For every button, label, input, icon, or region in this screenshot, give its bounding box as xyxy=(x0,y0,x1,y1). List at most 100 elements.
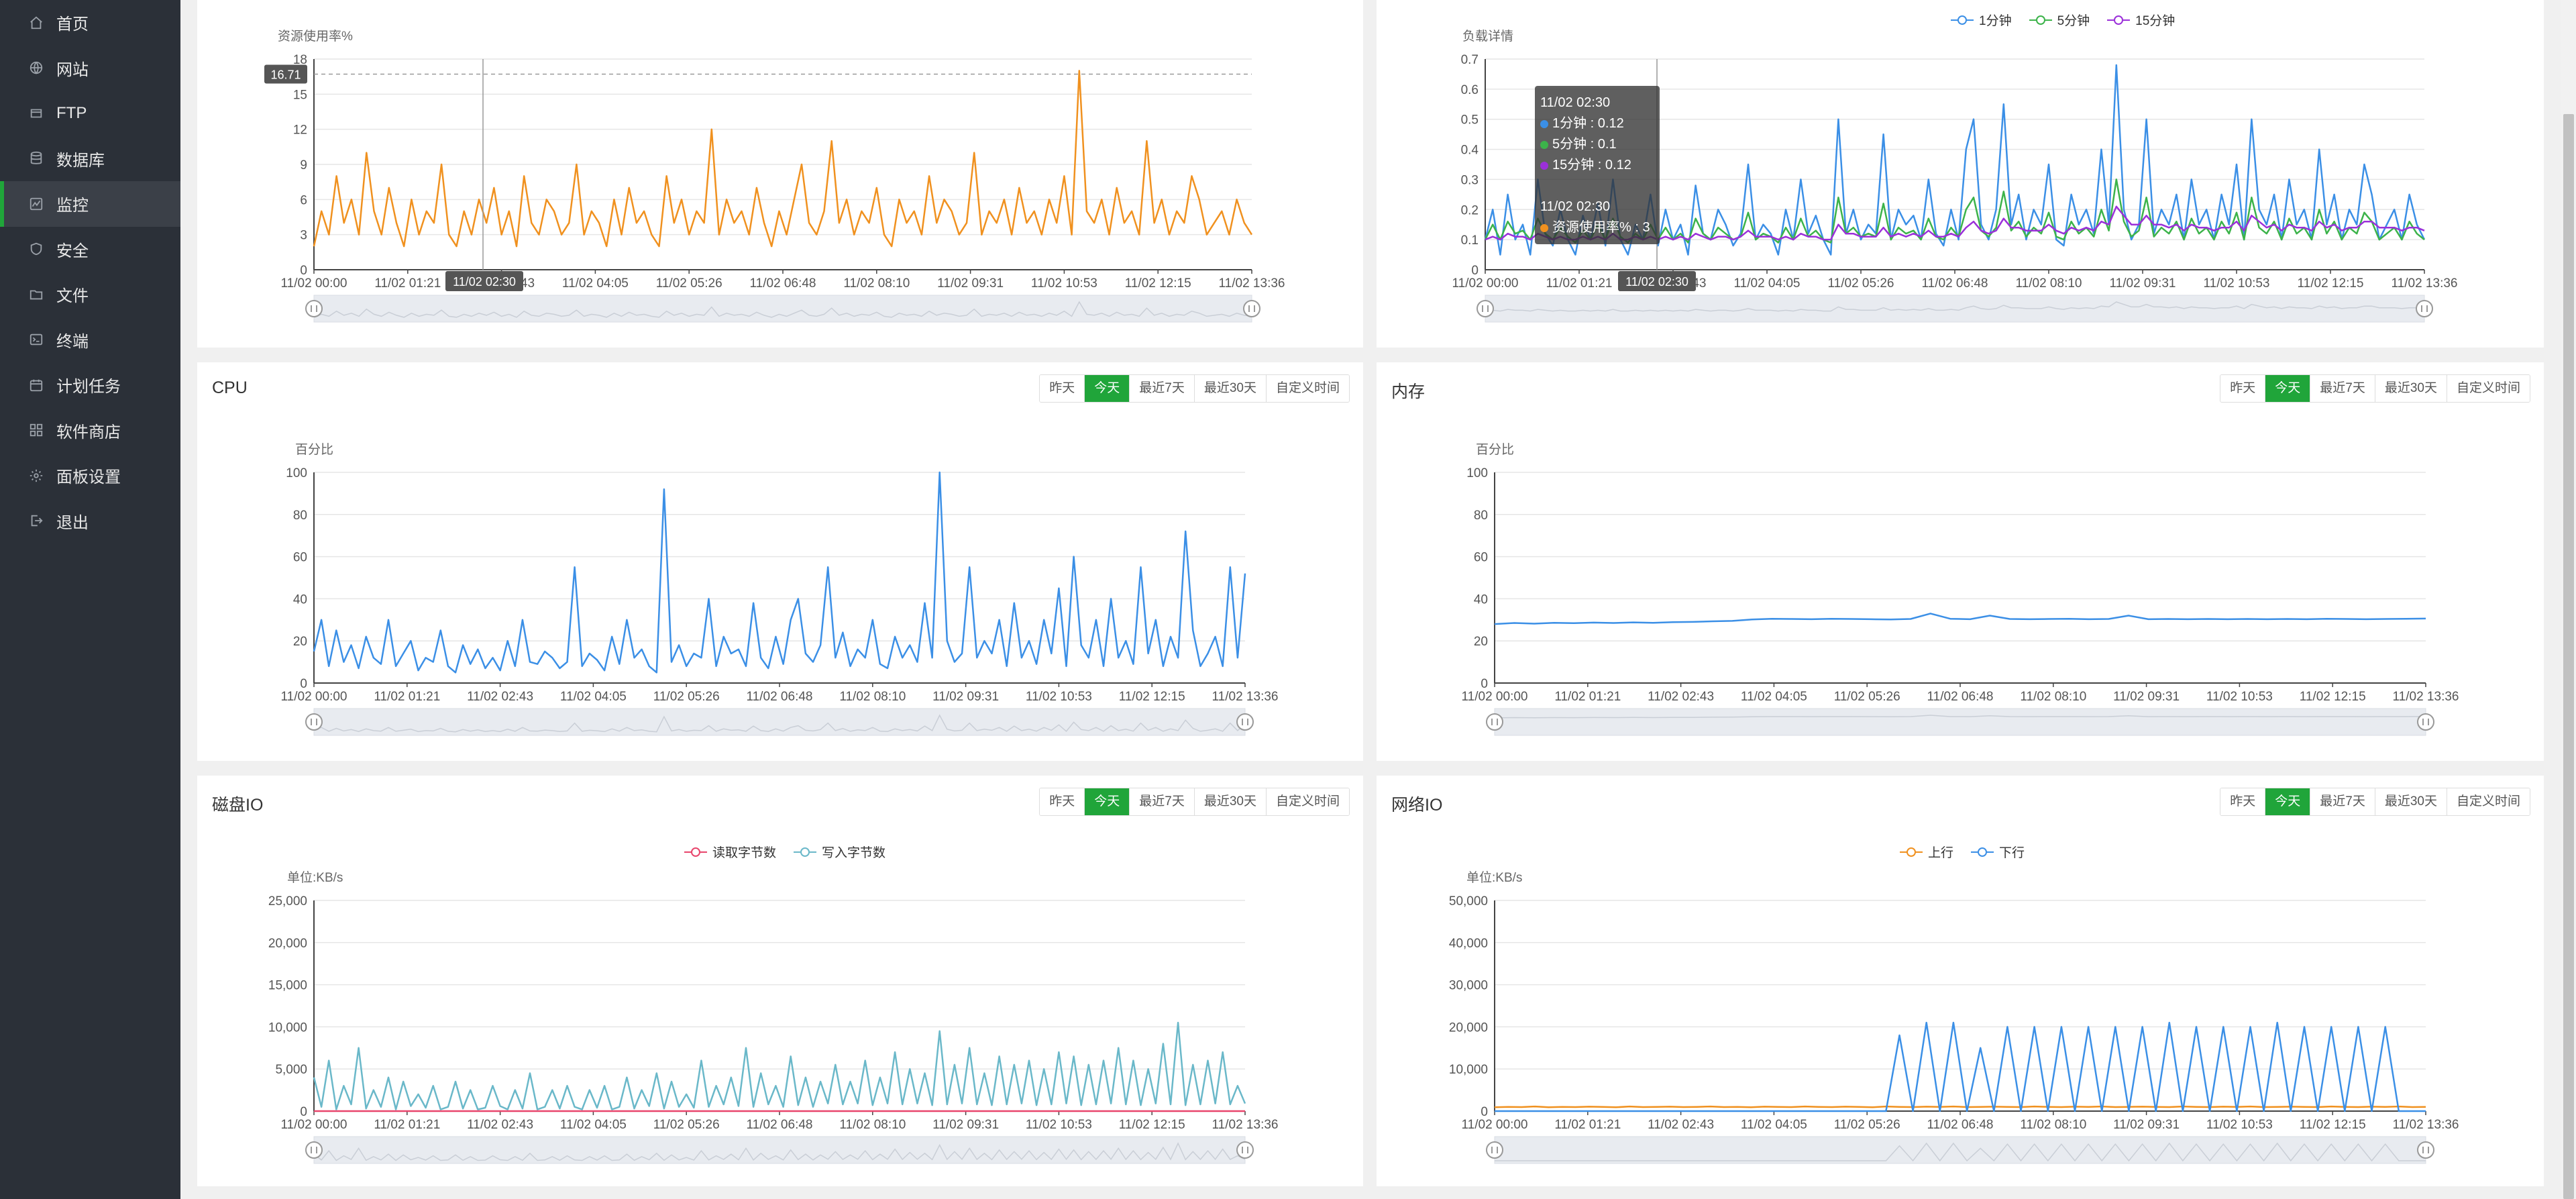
sidebar-item-label: 首页 xyxy=(56,15,89,34)
range-button-3[interactable]: 最近30天 xyxy=(2375,375,2447,402)
sidebar-item-globe[interactable]: 网站 xyxy=(0,46,180,91)
y-axis-label: 资源使用率% xyxy=(278,29,353,44)
tooltip-row-15min: 15分钟 : 0.12 xyxy=(1540,155,1654,176)
cpu-chart[interactable]: 百分比 0 20 40 60 80 100 11/02 00:00 11/02 01:21 11/… xyxy=(197,362,1363,761)
x-tick-label: 11/02 10:53 xyxy=(1031,276,1097,291)
x-tick-label: 11/02 01:21 xyxy=(1554,1118,1621,1132)
range-button-1[interactable]: 今天 xyxy=(1085,788,1130,815)
range-button-0[interactable]: 昨天 xyxy=(1040,788,1085,815)
y-tick-label: 60 xyxy=(1474,551,1488,565)
load-tooltip: 11/02 02:30 1分钟 : 0.12 5分钟 : 0.1 15分钟 : … xyxy=(1535,86,1660,244)
range-button-2[interactable]: 最近7天 xyxy=(1130,788,1195,815)
sidebar-item-database[interactable]: 数据库 xyxy=(0,136,180,182)
x-tick-label: 11/02 10:53 xyxy=(1026,690,1092,704)
sidebar-item-calendar[interactable]: 计划任务 xyxy=(0,362,180,408)
sidebar-item-apps[interactable]: 软件商店 xyxy=(0,408,180,454)
x-tick-label: 11/02 05:26 xyxy=(653,690,720,704)
y-tick-label: 0 xyxy=(300,1105,307,1119)
range-button-3[interactable]: 最近30天 xyxy=(1194,375,1267,402)
y-tick-label: 0.7 xyxy=(1461,53,1479,67)
network-title: 网络IO xyxy=(1391,796,1443,815)
y-tick-label: 100 xyxy=(1466,466,1488,480)
tooltip-row-5min: 5分钟 : 0.1 xyxy=(1540,134,1654,155)
page-scrollbar-thumb[interactable] xyxy=(2563,114,2574,1199)
x-tick-label: 11/02 09:31 xyxy=(932,1118,999,1132)
tooltip-row-usage: 资源使用率% : 3 xyxy=(1540,217,1654,238)
memory-chart[interactable]: 百分比 0 20 40 60 80 100 11/02 00:00 11/02 01:21 11/… xyxy=(1377,362,2544,761)
disk-chart[interactable]: 单位:KB/s 0 5,000 10,000 15,000 20,000 25,000 11/… xyxy=(197,776,1363,1186)
range-button-4[interactable]: 自定义时间 xyxy=(1266,375,1349,402)
cpu-title: CPU xyxy=(212,378,248,397)
x-tick-label: 11/02 00:00 xyxy=(1462,1118,1528,1132)
sidebar-item-terminal[interactable]: 终端 xyxy=(0,317,180,363)
x-tick-label: 11/02 00:00 xyxy=(1452,276,1519,291)
y-tick-label: 0.2 xyxy=(1461,203,1479,217)
page-scrollbar[interactable] xyxy=(2561,0,2576,1199)
zoom-handle-right xyxy=(2417,1141,2434,1159)
range-button-3[interactable]: 最近30天 xyxy=(1194,788,1267,815)
network-chart[interactable]: 单位:KB/s 0 10,000 20,000 30,000 40,000 50,000 11… xyxy=(1377,776,2544,1186)
legend-1min[interactable]: 1分钟 xyxy=(1951,11,2012,29)
x-tick-label: 11/02 05:26 xyxy=(1834,690,1900,704)
range-button-0[interactable]: 昨天 xyxy=(1040,375,1085,402)
disk-panel: 磁盘IO 昨天 今天 最近7天 最近30天 自定义时间 读取字节数 写入字节数 单位:K… xyxy=(197,776,1363,1186)
range-button-4[interactable]: 自定义时间 xyxy=(1266,788,1349,815)
x-tick-label: 11/02 12:15 xyxy=(2300,690,2366,704)
zoom-handle-left xyxy=(1477,300,1494,317)
x-tick-label: 11/02 09:31 xyxy=(932,690,999,704)
range-button-4[interactable]: 自定义时间 xyxy=(2447,375,2530,402)
legend-write-label: 写入字节数 xyxy=(822,846,886,860)
x-tick-label: 11/02 05:26 xyxy=(1834,1118,1900,1132)
x-tick-label: 11/02 04:05 xyxy=(1741,690,1807,704)
x-tick-label: 11/02 06:48 xyxy=(1927,690,1994,704)
sidebar-item-logout[interactable]: 退出 xyxy=(0,499,180,544)
legend-up[interactable]: 上行 xyxy=(1900,843,1953,861)
range-button-2[interactable]: 最近7天 xyxy=(2310,788,2375,815)
sidebar-item-folder[interactable]: 文件 xyxy=(0,272,180,317)
x-tick-label: 11/02 09:31 xyxy=(2110,276,2176,291)
sidebar-item-monitor[interactable]: 监控 xyxy=(0,181,180,227)
x-tick-label: 11/02 12:15 xyxy=(1119,690,1185,704)
range-button-2[interactable]: 最近7天 xyxy=(2310,375,2375,402)
y-tick-label: 0.6 xyxy=(1461,83,1479,97)
legend-5min[interactable]: 5分钟 xyxy=(2029,11,2090,29)
range-button-1[interactable]: 今天 xyxy=(2265,375,2311,402)
x-tick-label: 11/02 06:48 xyxy=(750,276,816,291)
legend-15min[interactable]: 15分钟 xyxy=(2107,11,2175,29)
tooltip-dot-1min xyxy=(1540,119,1548,128)
legend-write[interactable]: 写入字节数 xyxy=(794,843,885,861)
load-usage-chart[interactable]: 资源使用率% 0 3 6 9 12 15 18 11/02 00:00 11/02 01:21 11… xyxy=(197,0,1363,348)
sidebar-item-label: 网站 xyxy=(56,60,89,79)
y-tick-label: 60 xyxy=(293,551,307,565)
x-tick-label: 11/02 02:43 xyxy=(467,1118,533,1132)
tooltip-time-2: 11/02 02:30 xyxy=(1540,199,1611,214)
range-button-1[interactable]: 今天 xyxy=(1085,375,1130,402)
y-tick-label: 80 xyxy=(1474,509,1488,523)
sidebar-item-gear[interactable]: 面板设置 xyxy=(0,453,180,499)
zoom-slider-preview xyxy=(313,1142,1246,1161)
x-tick-label: 11/02 12:15 xyxy=(2298,276,2364,291)
sidebar-item-ftp[interactable]: FTP xyxy=(0,91,180,136)
range-button-0[interactable]: 昨天 xyxy=(2220,375,2266,402)
range-button-0[interactable]: 昨天 xyxy=(2220,788,2266,815)
x-tick-label: 11/02 08:10 xyxy=(843,276,910,291)
x-tick-label: 11/02 10:53 xyxy=(2206,690,2273,704)
home-icon xyxy=(28,15,44,31)
sidebar-item-shield[interactable]: 安全 xyxy=(0,227,180,272)
legend-read-label: 读取字节数 xyxy=(712,846,777,860)
range-button-3[interactable]: 最近30天 xyxy=(2375,788,2447,815)
cpu-panel: CPU 昨天 今天 最近7天 最近30天 自定义时间 百分比 0 20 40 60 80 100 11… xyxy=(197,362,1363,761)
y-tick-label: 40,000 xyxy=(1449,937,1488,951)
legend-read[interactable]: 读取字节数 xyxy=(684,843,776,861)
range-button-1[interactable]: 今天 xyxy=(2265,788,2311,815)
x-tick-label: 11/02 04:05 xyxy=(562,276,629,291)
disk-legend: 读取字节数 写入字节数 xyxy=(684,843,885,861)
sidebar-item-label: 面板设置 xyxy=(56,468,121,487)
sidebar-item-home[interactable]: 首页 xyxy=(0,0,180,46)
x-tick-label: 11/02 04:05 xyxy=(1741,1118,1807,1132)
legend-down[interactable]: 下行 xyxy=(1971,843,2025,861)
range-button-2[interactable]: 最近7天 xyxy=(1130,375,1195,402)
x-tick-label: 11/02 08:10 xyxy=(2020,1118,2086,1132)
range-button-4[interactable]: 自定义时间 xyxy=(2447,788,2530,815)
y-tick-label: 20 xyxy=(1474,635,1488,649)
